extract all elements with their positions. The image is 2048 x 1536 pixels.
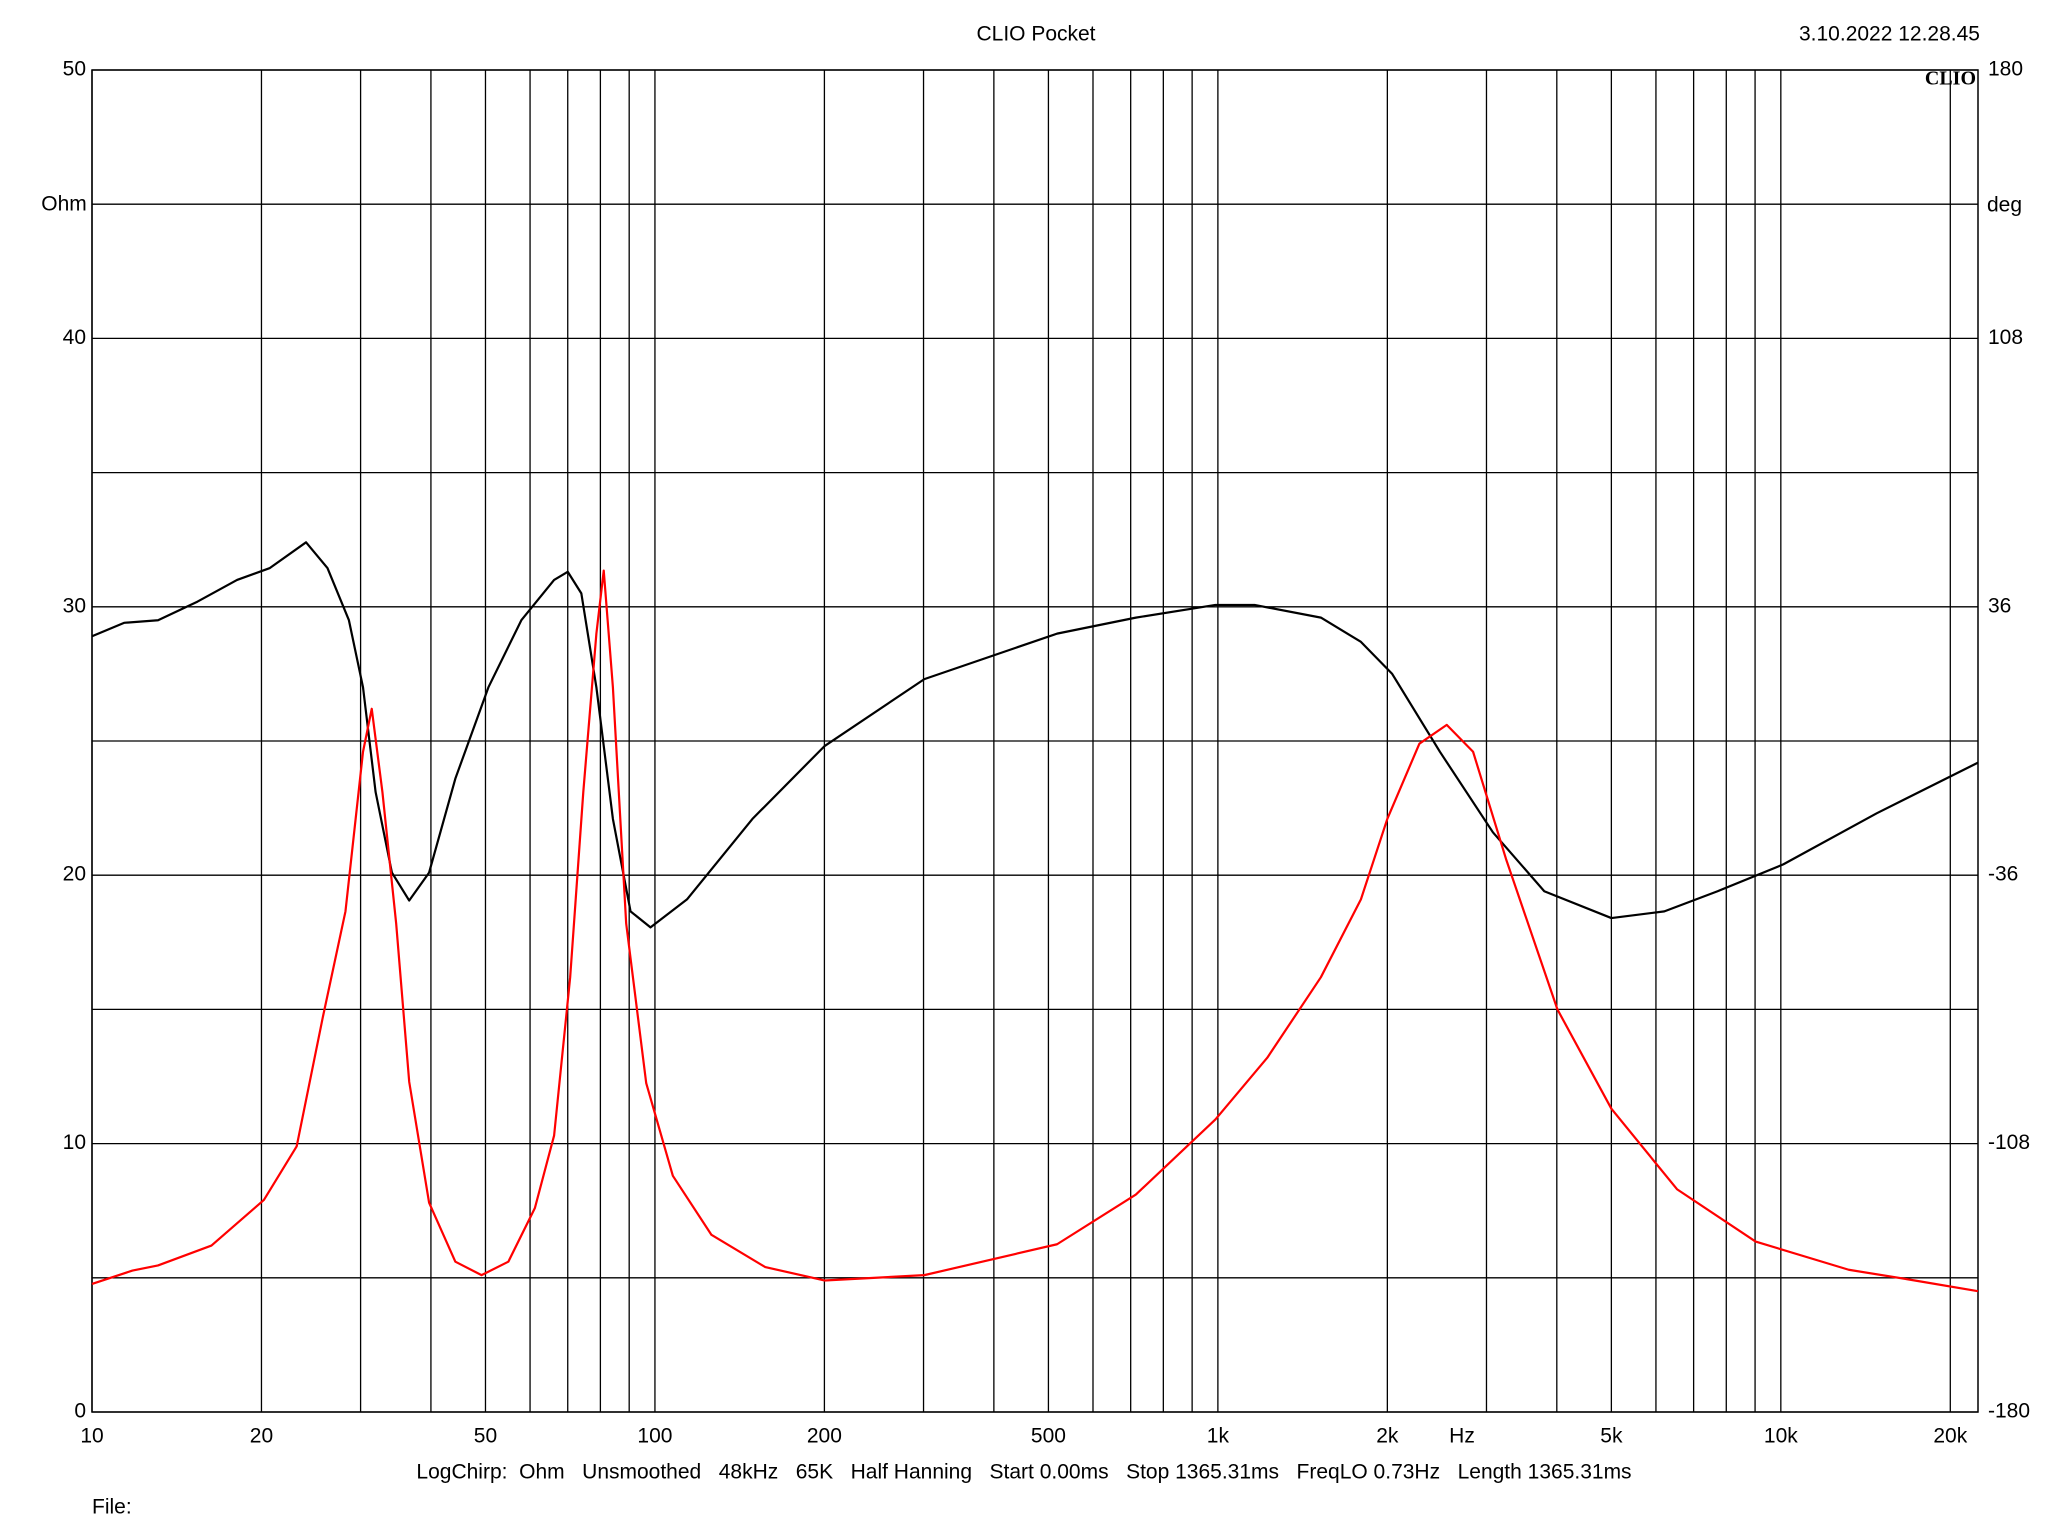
y2-axis-label: deg xyxy=(1987,194,2022,217)
y-tick-label: 40 xyxy=(63,326,86,349)
series-line xyxy=(91,569,1979,1293)
y2-tick-label: -180 xyxy=(1988,1400,2030,1423)
y-axis-label: Ohm xyxy=(41,193,87,216)
y-tick-label: 10 xyxy=(63,1131,86,1154)
x-axis-label: Hz xyxy=(1449,1425,1475,1448)
x-tick-label: 200 xyxy=(807,1425,842,1448)
series-line xyxy=(91,541,1979,929)
x-tick-label: 5k xyxy=(1600,1425,1623,1448)
y-tick-label: 0 xyxy=(74,1400,86,1423)
y2-tick-label: 180 xyxy=(1988,58,2023,81)
y2-tick-label: 36 xyxy=(1988,594,2011,617)
x-tick-label: 10 xyxy=(80,1425,103,1448)
file-label: File: xyxy=(92,1496,132,1519)
x-tick-label: 500 xyxy=(1031,1425,1066,1448)
chart-title: CLIO Pocket xyxy=(976,23,1095,46)
x-tick-label: 50 xyxy=(474,1425,497,1448)
y2-tick-label: 108 xyxy=(1988,326,2023,349)
x-tick-label: 20 xyxy=(250,1425,273,1448)
x-tick-label: 2k xyxy=(1376,1425,1399,1448)
x-tick-label: 1k xyxy=(1207,1425,1230,1448)
y-tick-label: 50 xyxy=(63,58,86,81)
y-tick-label: 20 xyxy=(63,863,86,886)
x-tick-label: 20k xyxy=(1933,1425,1967,1448)
y2-tick-label: -36 xyxy=(1988,863,2018,886)
plot-frame xyxy=(91,69,1979,1413)
timestamp: 3.10.2022 12.28.45 xyxy=(1799,23,1980,46)
y2-tick-label: -108 xyxy=(1988,1131,2030,1154)
y-tick-label: 30 xyxy=(63,594,86,617)
footer: LogChirp: Ohm Unsmoothed 48kHz 65K Half … xyxy=(416,1461,1631,1484)
x-tick-label: 100 xyxy=(637,1425,672,1448)
x-tick-label: 10k xyxy=(1764,1425,1798,1448)
